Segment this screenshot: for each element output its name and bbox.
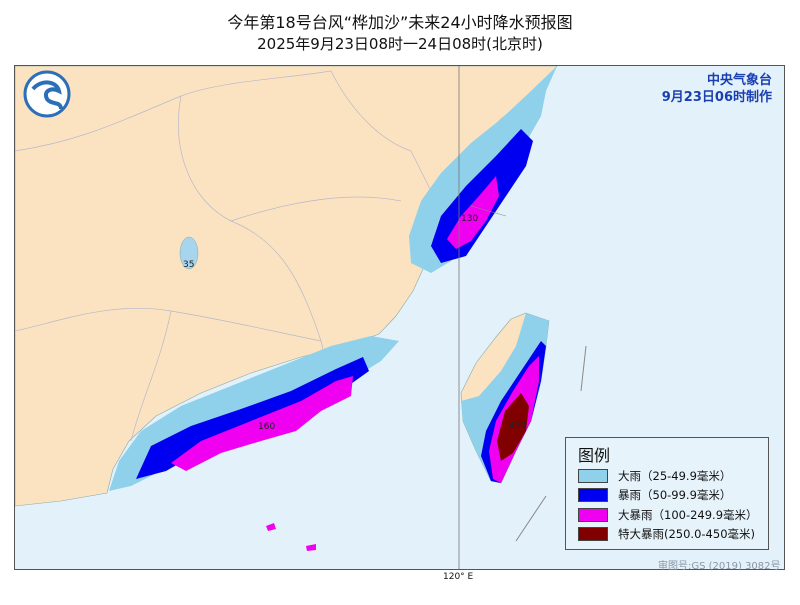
value-label: 450 (509, 421, 526, 431)
rain-downpour-south (171, 376, 353, 471)
cma-logo (23, 70, 71, 118)
map-title: 今年第18号台风“桦加沙”未来24小时降水预报图 (227, 13, 573, 32)
lake (179, 236, 199, 270)
rain-downpour-east (447, 176, 499, 249)
legend-swatch (578, 488, 608, 502)
value-label: 35 (183, 260, 194, 270)
review-number: 审图号:GS (2019) 3082号 (658, 561, 781, 572)
legend-label: 特大暴雨(250.0-450毫米) (618, 527, 755, 541)
legend-title: 图例 (578, 446, 611, 465)
made-time: 9月23日06时制作 (661, 90, 772, 105)
longitude-label: 120° E (443, 572, 474, 582)
value-label: 130 (461, 214, 478, 224)
ridge-line (515, 495, 547, 542)
legend-label: 暴雨（50-99.9毫米） (618, 488, 732, 502)
legend-item: 特大暴雨(250.0-450毫米) (578, 525, 755, 543)
agency-block: 中央气象台 9月23日06时制作 (662, 72, 772, 106)
province-borders (15, 70, 442, 442)
rain-extreme-taiwan (497, 393, 529, 461)
value-label: 160 (258, 422, 275, 432)
agency-name: 中央气象台 (706, 73, 772, 88)
legend-swatch (578, 469, 608, 483)
legend-label: 大暴雨（100-249.9毫米） (618, 508, 758, 522)
legend-label: 大雨（25-49.9毫米） (618, 469, 732, 483)
islands (266, 523, 316, 551)
typhoon-track (470, 205, 507, 217)
legend-item: 暴雨（50-99.9毫米） (578, 486, 731, 504)
legend-item: 大雨（25-49.9毫米） (578, 467, 731, 485)
legend: 图例 大雨（25-49.9毫米） 暴雨（50-99.9毫米） 大暴雨（100-2… (565, 437, 769, 550)
legend-item: 大暴雨（100-249.9毫米） (578, 506, 758, 524)
map-subtitle: 2025年9月23日08时一24日08时(北京时) (257, 35, 543, 53)
ridge-line (580, 345, 587, 392)
legend-swatch (578, 508, 608, 522)
legend-swatch (578, 527, 608, 541)
